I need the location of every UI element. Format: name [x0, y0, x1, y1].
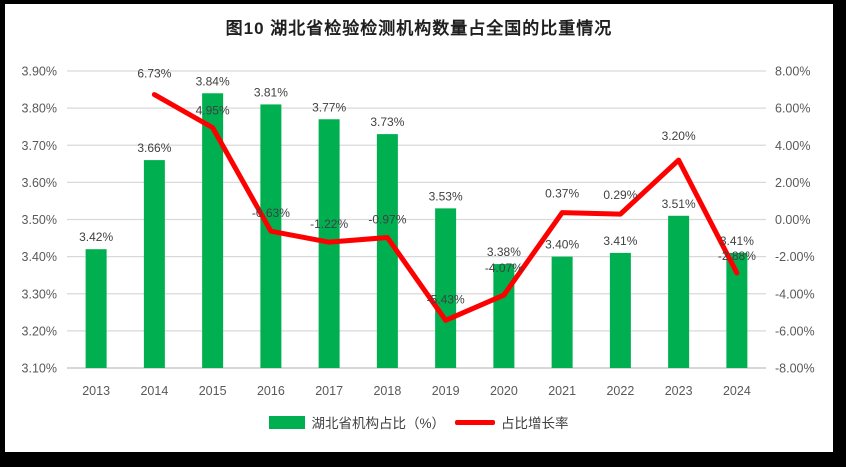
right-axis-tick: 4.00%: [775, 139, 810, 153]
left-axis-tick: 3.20%: [22, 324, 57, 338]
bar-label: 3.81%: [254, 85, 288, 99]
bar-2022: [609, 252, 631, 368]
bar-label: 3.84%: [196, 74, 230, 88]
x-axis-label: 2013: [82, 384, 110, 398]
legend-line-label: 占比增长率: [501, 416, 569, 431]
line-label: 0.29%: [603, 188, 637, 202]
legend-line-swatch-icon: [455, 419, 495, 425]
line-label: 6.73%: [137, 67, 171, 81]
bar-label: 3.73%: [370, 115, 404, 129]
bar-2020: [493, 264, 515, 368]
line-label: -0.97%: [368, 213, 406, 227]
line-label: -2.88%: [718, 249, 756, 263]
right-axis-tick: -4.00%: [775, 287, 815, 301]
bar-2015: [202, 93, 224, 369]
x-axis-label: 2020: [490, 384, 518, 398]
x-axis-label: 2023: [665, 384, 693, 398]
left-axis-tick: 3.10%: [22, 362, 57, 376]
bar-2023: [668, 215, 690, 368]
bar-2014: [143, 160, 165, 368]
line-label: 4.95%: [196, 104, 230, 118]
left-axis-tick: 3.50%: [22, 213, 57, 227]
line-label: 0.37%: [545, 187, 579, 201]
x-axis-label: 2022: [606, 384, 634, 398]
bar-label: 3.66%: [137, 141, 171, 155]
left-axis-tick: 3.60%: [22, 176, 57, 190]
right-axis-tick: 0.00%: [775, 213, 810, 227]
left-axis-tick: 3.90%: [22, 65, 57, 79]
right-axis-tick: 8.00%: [775, 65, 810, 79]
bar-2018: [376, 134, 398, 368]
x-axis-label: 2015: [199, 384, 227, 398]
line-label: -0.63%: [252, 206, 290, 220]
bar-label: 3.41%: [720, 234, 754, 248]
x-axis-label: 2021: [548, 384, 576, 398]
right-axis-tick: -6.00%: [775, 324, 815, 338]
legend-bar-label: 湖北省机构占比（%）: [311, 416, 445, 431]
left-axis-tick: 3.70%: [22, 139, 57, 153]
right-axis-tick: 2.00%: [775, 176, 810, 190]
legend: 湖北省机构占比（%） 占比增长率: [5, 412, 833, 432]
bar-label: 3.41%: [603, 234, 637, 248]
bar-label: 3.53%: [429, 189, 463, 203]
bar-label: 3.51%: [662, 197, 696, 211]
bar-2016: [260, 104, 282, 368]
bar-2021: [551, 256, 573, 368]
growth-line: [151, 92, 740, 323]
chart-frame: 图10 湖北省检验检测机构数量占全国的比重情况 3.90% 8.00% 3.80% 6…: [5, 4, 833, 452]
bar-label: 3.77%: [312, 100, 346, 114]
line-label: 3.20%: [662, 129, 696, 143]
right-axis-tick: -2.00%: [775, 250, 815, 264]
right-axis-tick: 6.00%: [775, 102, 810, 116]
right-axis-tick: -8.00%: [775, 362, 815, 376]
left-axis-tick: 3.40%: [22, 250, 57, 264]
legend-bar-swatch-icon: [269, 415, 306, 429]
x-axis-label: 2018: [373, 384, 401, 398]
x-axis-label: 2024: [723, 384, 751, 398]
line-label: -1.22%: [310, 217, 348, 231]
left-axis-tick: 3.30%: [22, 287, 57, 301]
bar-label: 3.40%: [545, 238, 579, 252]
x-axis-label: 2014: [140, 384, 168, 398]
bar-2024: [726, 252, 748, 368]
x-axis-label: 2019: [432, 384, 460, 398]
chart-canvas: 3.90% 8.00% 3.80% 6.00% 3.70% 4.00% 3.60% 2.00%…: [22, 65, 815, 399]
bar-label: 3.38%: [487, 245, 521, 259]
bar-label: 3.42%: [79, 230, 113, 244]
chart-title: 图10 湖北省检验检测机构数量占全国的比重情况: [225, 19, 613, 38]
line-label: -4.07%: [485, 261, 523, 275]
left-axis-tick: 3.80%: [22, 102, 57, 116]
line-label: -5.43%: [427, 292, 465, 306]
bar-2013: [85, 249, 107, 368]
x-axis-label: 2017: [315, 384, 343, 398]
legend-item-bar: 湖北省机构占比（%）: [269, 412, 445, 432]
legend-item-line: 占比增长率: [455, 412, 569, 432]
x-axis-label: 2016: [257, 384, 285, 398]
bar-2019: [435, 208, 457, 368]
